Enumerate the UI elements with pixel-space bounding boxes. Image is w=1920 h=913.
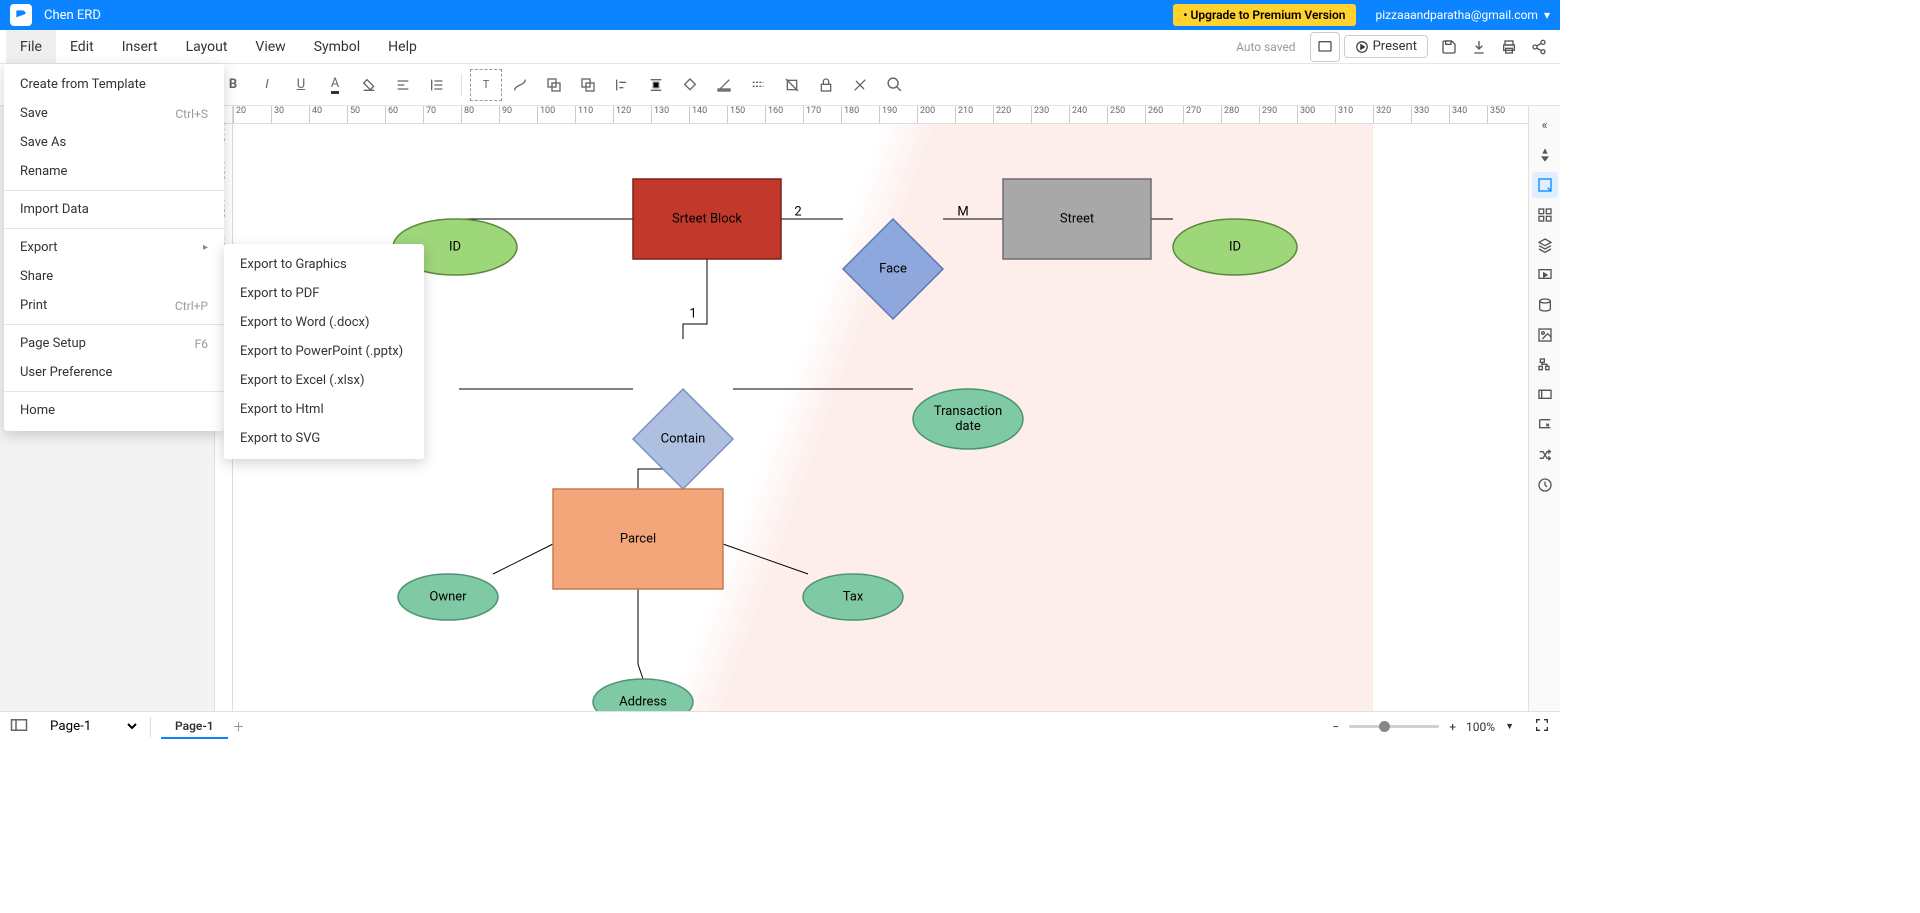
- present-button[interactable]: Present: [1344, 35, 1428, 58]
- menu-page-setup[interactable]: Page SetupF6: [4, 329, 224, 358]
- page-tab[interactable]: Page-1: [161, 715, 228, 739]
- bring-front-icon[interactable]: [572, 69, 604, 101]
- autosave-status: Auto saved: [1236, 40, 1296, 54]
- export-html[interactable]: Export to Html: [224, 395, 424, 424]
- connector-icon[interactable]: [504, 69, 536, 101]
- page-layout-icon[interactable]: [10, 718, 28, 735]
- print-icon[interactable]: [1494, 32, 1524, 62]
- chevron-down-icon: ▼: [1505, 721, 1514, 732]
- text-tool-icon[interactable]: T: [470, 69, 502, 101]
- collapse-panel-icon[interactable]: «: [1532, 112, 1558, 138]
- menu-save-as[interactable]: Save As: [4, 128, 224, 157]
- zoom-out-button[interactable]: −: [1332, 720, 1339, 734]
- outline-panel-icon[interactable]: [1532, 352, 1558, 378]
- line-style-icon[interactable]: [742, 69, 774, 101]
- file-dropdown: Create from Template SaveCtrl+S Save As …: [4, 64, 224, 431]
- status-bar: Page-1 Page-1 ＋ − + 100% ▼: [0, 711, 1560, 741]
- menu-symbol[interactable]: Symbol: [300, 30, 374, 63]
- export-powerpoint[interactable]: Export to PowerPoint (.pptx): [224, 337, 424, 366]
- image-panel-icon[interactable]: [1532, 322, 1558, 348]
- app-logo[interactable]: [10, 4, 32, 26]
- navigate-panel-icon[interactable]: [1532, 412, 1558, 438]
- page-select[interactable]: Page-1: [38, 714, 140, 739]
- slides-panel-icon[interactable]: [1532, 262, 1558, 288]
- comments-panel-icon[interactable]: [1532, 382, 1558, 408]
- crop-icon[interactable]: [776, 69, 808, 101]
- export-submenu: Export to Graphics Export to PDF Export …: [224, 244, 424, 459]
- menu-file[interactable]: File: [6, 30, 56, 63]
- menu-edit[interactable]: Edit: [56, 30, 108, 63]
- menu-help[interactable]: Help: [374, 30, 431, 63]
- zoom-value[interactable]: 100%: [1466, 720, 1495, 734]
- chevron-right-icon: ▸: [203, 242, 208, 253]
- history-panel-icon[interactable]: [1532, 472, 1558, 498]
- document-title: Chen ERD: [44, 8, 101, 23]
- menu-layout[interactable]: Layout: [172, 30, 242, 63]
- canvas[interactable]: 2M1MIDSrteet BlockFaceStreetIDTransactio…: [233, 124, 1528, 711]
- style-panel-icon[interactable]: [1532, 172, 1558, 198]
- line-color-icon[interactable]: [708, 69, 740, 101]
- menu-import-data[interactable]: Import Data: [4, 195, 224, 224]
- menu-export[interactable]: Export▸: [4, 233, 224, 262]
- menu-user-preference[interactable]: User Preference: [4, 358, 224, 387]
- tools-icon[interactable]: [844, 69, 876, 101]
- align-icon[interactable]: [387, 69, 419, 101]
- fill-color-icon[interactable]: [674, 69, 706, 101]
- horizontal-ruler: 2030405060708090100110120130140150160170…: [215, 106, 1528, 124]
- lock-icon[interactable]: [810, 69, 842, 101]
- chevron-down-icon: ▾: [1544, 8, 1550, 22]
- user-email: pizzaaandparatha@gmail.com: [1376, 8, 1538, 22]
- add-page-button[interactable]: ＋: [228, 716, 250, 738]
- shuffle-panel-icon[interactable]: [1532, 442, 1558, 468]
- export-pdf[interactable]: Export to PDF: [224, 279, 424, 308]
- save-icon[interactable]: [1434, 32, 1464, 62]
- export-graphics[interactable]: Export to Graphics: [224, 250, 424, 279]
- format-toolbar: B I U A T: [0, 64, 1560, 106]
- right-panel: «: [1528, 106, 1560, 711]
- user-menu[interactable]: pizzaaandparatha@gmail.com ▾: [1376, 8, 1550, 22]
- menu-save[interactable]: SaveCtrl+S: [4, 99, 224, 128]
- italic-icon[interactable]: I: [251, 69, 283, 101]
- menu-print[interactable]: PrintCtrl+P: [4, 291, 224, 320]
- menu-home[interactable]: Home: [4, 396, 224, 425]
- zoom-in-button[interactable]: +: [1449, 720, 1456, 734]
- share-icon[interactable]: [1524, 32, 1554, 62]
- send-back-icon[interactable]: [538, 69, 570, 101]
- zoom-controls: − + 100% ▼: [1332, 717, 1550, 736]
- menu-insert[interactable]: Insert: [108, 30, 172, 63]
- theme-icon[interactable]: [1532, 142, 1558, 168]
- menu-rename[interactable]: Rename: [4, 157, 224, 186]
- align-objects-icon[interactable]: [606, 69, 638, 101]
- highlight-icon[interactable]: [353, 69, 385, 101]
- title-bar: Chen ERD • Upgrade to Premium Version pi…: [0, 0, 1560, 30]
- menu-create-template[interactable]: Create from Template: [4, 70, 224, 99]
- data-panel-icon[interactable]: [1532, 292, 1558, 318]
- layers-panel-icon[interactable]: [1532, 232, 1558, 258]
- fullscreen-icon[interactable]: [1534, 717, 1550, 736]
- export-excel[interactable]: Export to Excel (.xlsx): [224, 366, 424, 395]
- distribute-icon[interactable]: [640, 69, 672, 101]
- present-label: Present: [1373, 39, 1417, 54]
- line-spacing-icon[interactable]: [421, 69, 453, 101]
- menu-share[interactable]: Share: [4, 262, 224, 291]
- menu-bar: File Edit Insert Layout View Symbol Help…: [0, 30, 1560, 64]
- export-svg[interactable]: Export to SVG: [224, 424, 424, 453]
- menu-view[interactable]: View: [241, 30, 299, 63]
- font-color-icon[interactable]: A: [319, 69, 351, 101]
- export-word[interactable]: Export to Word (.docx): [224, 308, 424, 337]
- underline-icon[interactable]: U: [285, 69, 317, 101]
- search-icon[interactable]: [878, 69, 910, 101]
- upgrade-button[interactable]: • Upgrade to Premium Version: [1173, 4, 1355, 26]
- presentation-mode-icon[interactable]: [1310, 32, 1340, 62]
- zoom-slider[interactable]: [1349, 725, 1439, 728]
- download-icon[interactable]: [1464, 32, 1494, 62]
- grid-panel-icon[interactable]: [1532, 202, 1558, 228]
